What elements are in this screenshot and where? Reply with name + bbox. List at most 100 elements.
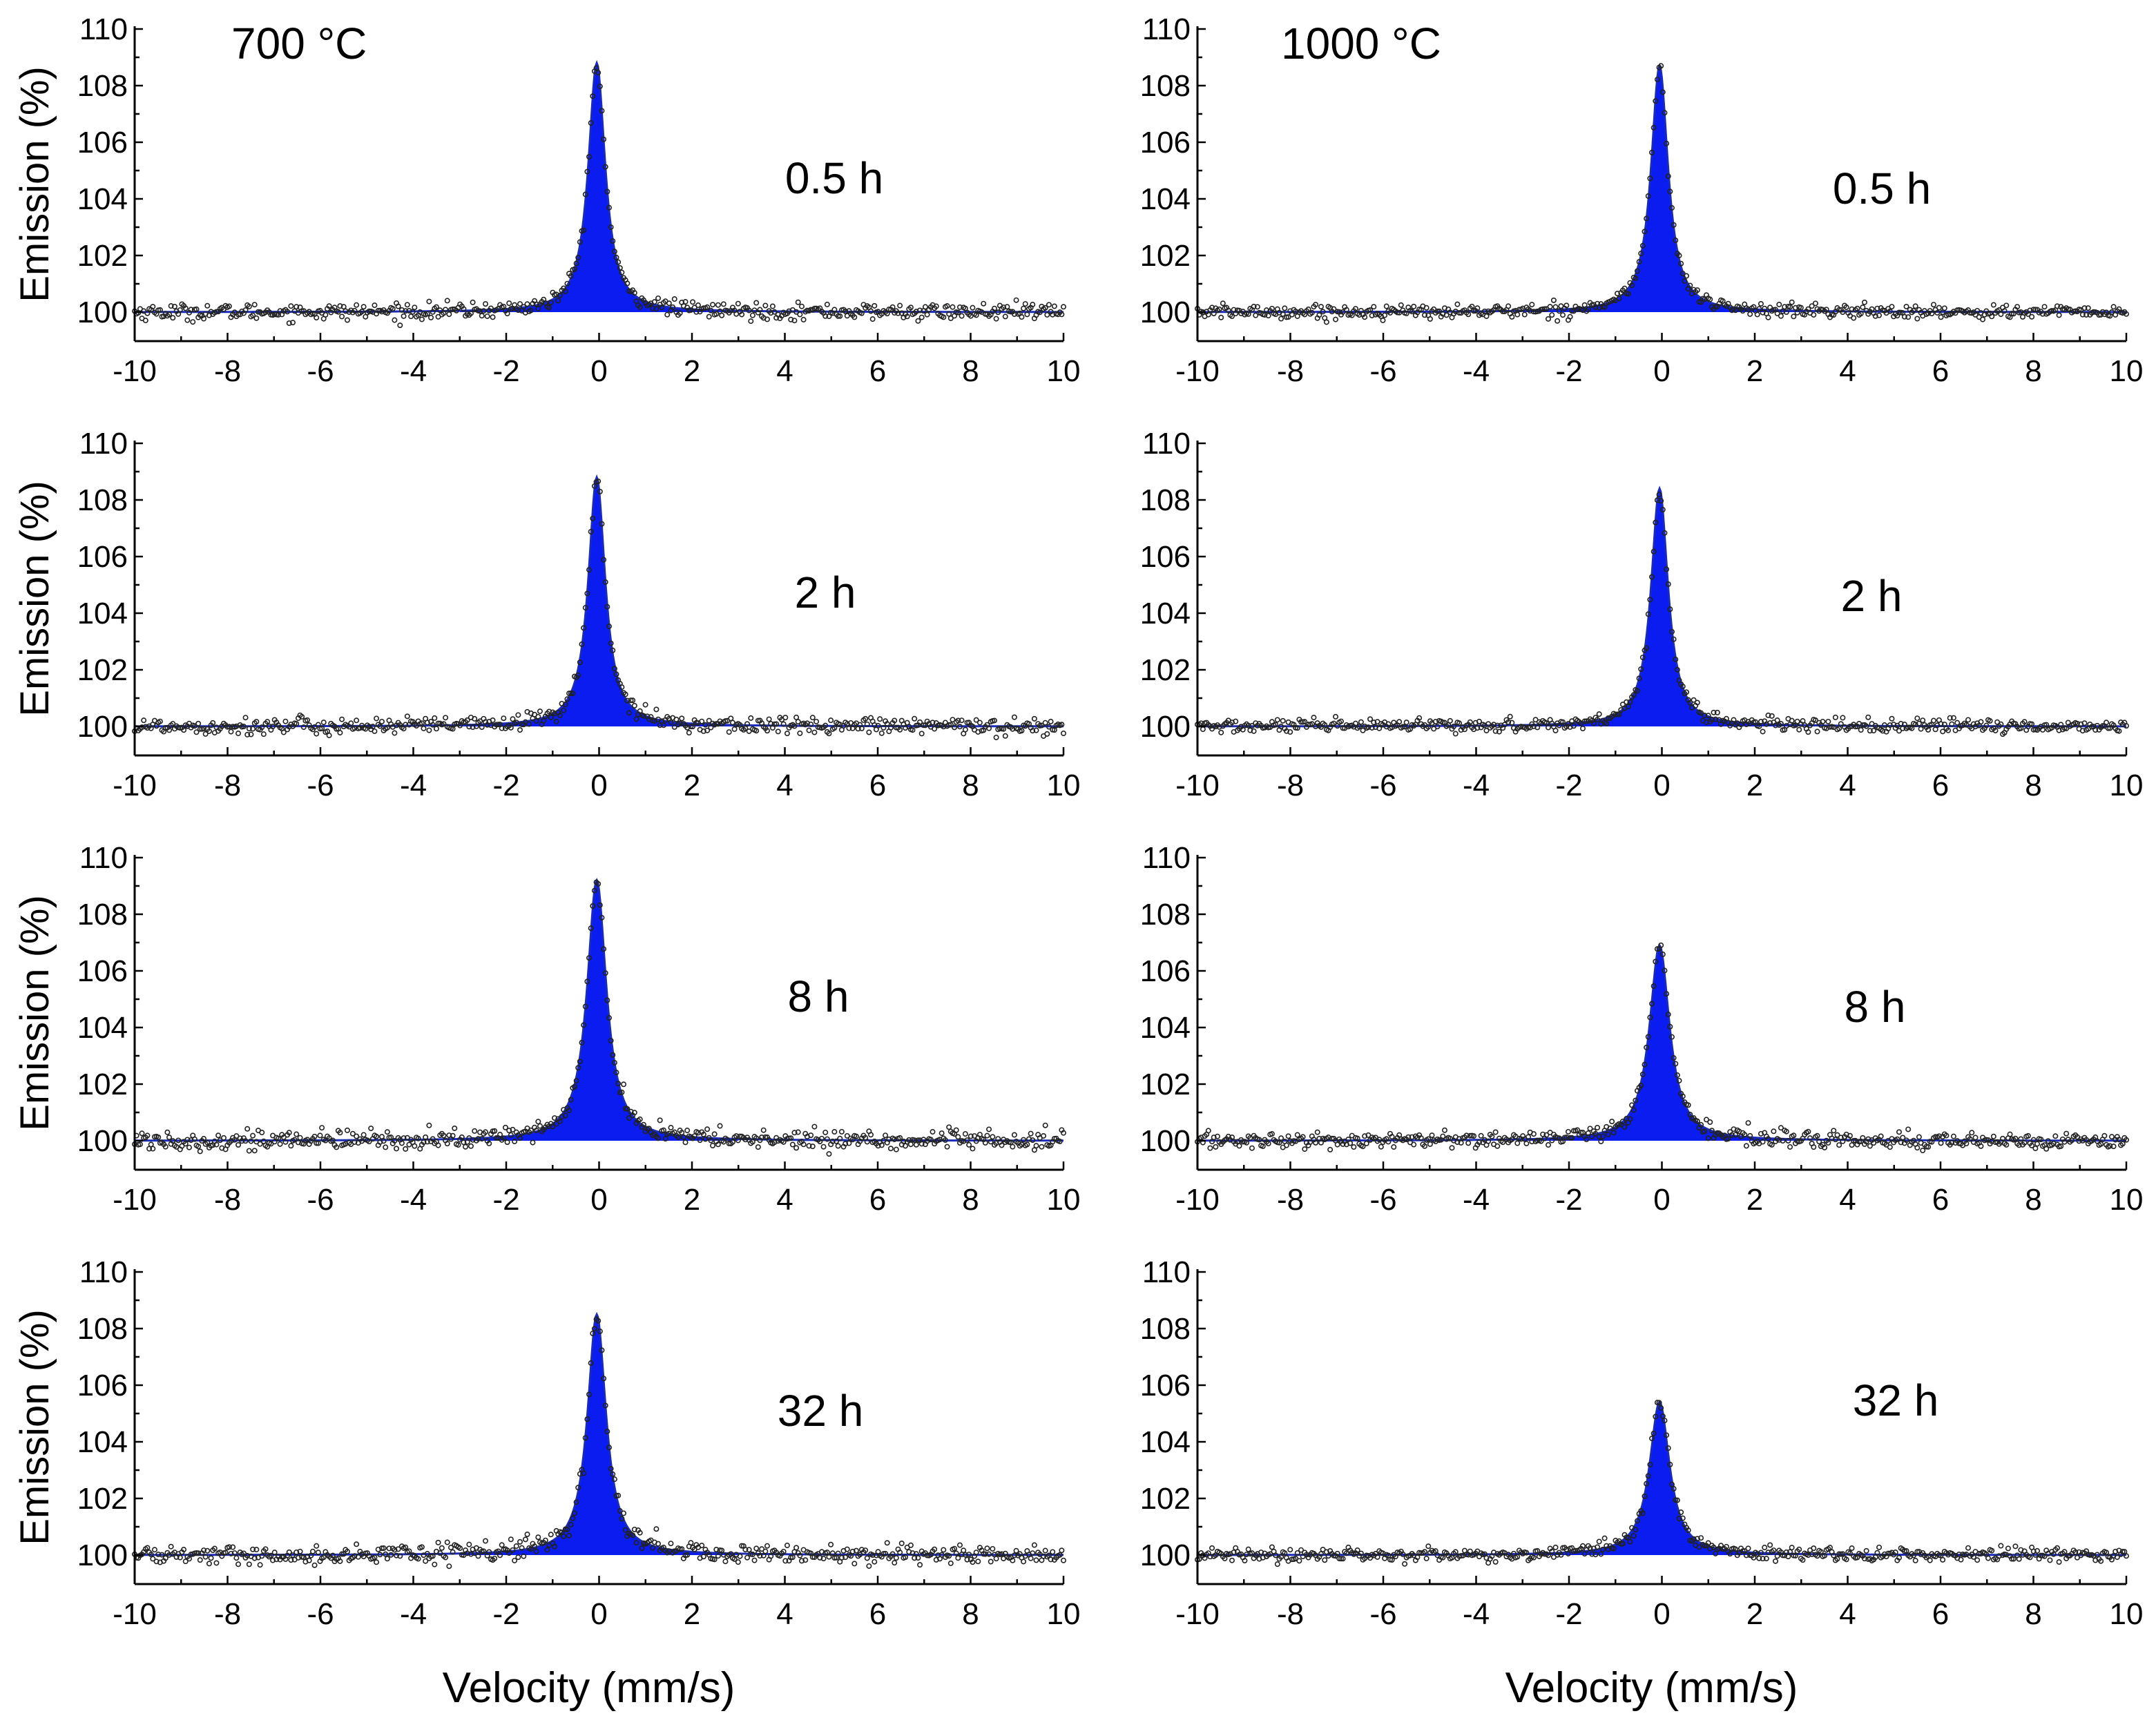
data-point <box>800 1141 807 1148</box>
data-point <box>1965 1545 1972 1551</box>
data-point <box>604 1429 610 1435</box>
data-point <box>619 269 625 276</box>
data-point <box>582 605 588 611</box>
data-point <box>970 305 976 311</box>
data-point <box>1780 308 1786 314</box>
x-tick-label: 2 <box>684 354 700 388</box>
data-point <box>1580 726 1586 732</box>
data-point <box>251 302 258 308</box>
data-point <box>833 1138 839 1144</box>
data-point <box>1253 312 1259 318</box>
data-point <box>912 1137 918 1144</box>
data-point <box>1256 1137 1262 1143</box>
data-point <box>1013 297 1019 303</box>
data-point <box>337 1130 343 1136</box>
data-point <box>768 310 774 316</box>
data-point <box>426 298 432 305</box>
data-point <box>573 260 579 267</box>
x-tick-label: 4 <box>1839 769 1856 802</box>
data-point <box>248 1138 254 1144</box>
data-point <box>288 1557 294 1563</box>
data-point <box>1990 302 1996 308</box>
data-point <box>1896 1554 1902 1561</box>
data-point <box>1492 1129 1499 1135</box>
data-point <box>144 1545 151 1551</box>
data-point <box>1665 173 1671 180</box>
data-point <box>1507 713 1513 720</box>
data-point <box>1978 1143 1984 1149</box>
data-point <box>982 1139 988 1146</box>
data-point <box>1950 1133 1956 1139</box>
data-point <box>403 308 409 314</box>
data-point <box>228 729 234 735</box>
data-point <box>619 684 625 691</box>
data-point <box>1273 1552 1279 1559</box>
data-point <box>1505 719 1512 725</box>
data-point <box>1636 675 1642 682</box>
data-point <box>1794 718 1800 724</box>
data-point <box>755 1144 761 1150</box>
data-point <box>548 714 554 720</box>
data-point <box>1762 305 1768 311</box>
data-point <box>464 717 470 723</box>
data-point <box>395 303 401 309</box>
data-point <box>1711 709 1717 715</box>
data-point <box>1030 1550 1036 1556</box>
data-point <box>506 1128 512 1134</box>
data-point <box>2043 722 2050 728</box>
x-tick-label: 6 <box>1932 354 1949 388</box>
x-tick-label: 2 <box>684 1183 700 1217</box>
data-point <box>1358 719 1364 725</box>
data-point <box>619 1089 625 1095</box>
data-point <box>504 311 510 317</box>
data-point <box>602 579 608 585</box>
data-point <box>1011 1132 1017 1138</box>
data-point <box>956 304 963 310</box>
data-point <box>1840 1551 1846 1557</box>
data-point <box>809 715 816 721</box>
data-point <box>1251 728 1257 734</box>
data-point <box>719 312 725 318</box>
data-point <box>1509 1136 1515 1142</box>
data-point <box>181 727 187 733</box>
data-point <box>552 1543 558 1550</box>
data-point <box>344 317 350 323</box>
data-point <box>626 1115 632 1121</box>
data-point <box>693 309 700 315</box>
data-point <box>1713 716 1719 722</box>
data-point <box>477 308 483 314</box>
data-point <box>1327 1146 1334 1152</box>
data-point <box>1307 1139 1313 1146</box>
data-point <box>201 1547 207 1554</box>
data-point <box>579 641 585 647</box>
x-tick-label: -2 <box>1555 769 1582 802</box>
data-point <box>1860 1135 1866 1141</box>
data-point <box>793 1145 800 1151</box>
data-point <box>150 1556 156 1562</box>
x-tick-label: 4 <box>1839 354 1856 388</box>
data-point <box>601 557 607 563</box>
data-point <box>1638 666 1644 672</box>
data-point <box>501 1135 507 1141</box>
data-point <box>1705 713 1711 719</box>
data-point <box>590 1331 596 1337</box>
data-point <box>2110 1144 2117 1150</box>
data-point <box>682 1139 689 1146</box>
x-tick-label: 8 <box>962 1183 979 1217</box>
data-point <box>857 1552 863 1558</box>
data-point <box>1046 302 1052 308</box>
data-point <box>1854 305 1860 311</box>
data-point <box>1836 1142 1842 1148</box>
data-point <box>864 721 870 727</box>
data-point <box>1714 709 1720 715</box>
data-point <box>206 728 212 734</box>
data-point <box>2030 1137 2037 1143</box>
data-point <box>2039 311 2046 317</box>
data-point <box>1260 1144 1266 1150</box>
data-point <box>1705 1135 1711 1141</box>
data-point <box>575 255 581 261</box>
y-tick-label: 106 <box>77 540 128 574</box>
data-point <box>1351 1144 1357 1150</box>
data-point <box>1936 1133 1942 1139</box>
